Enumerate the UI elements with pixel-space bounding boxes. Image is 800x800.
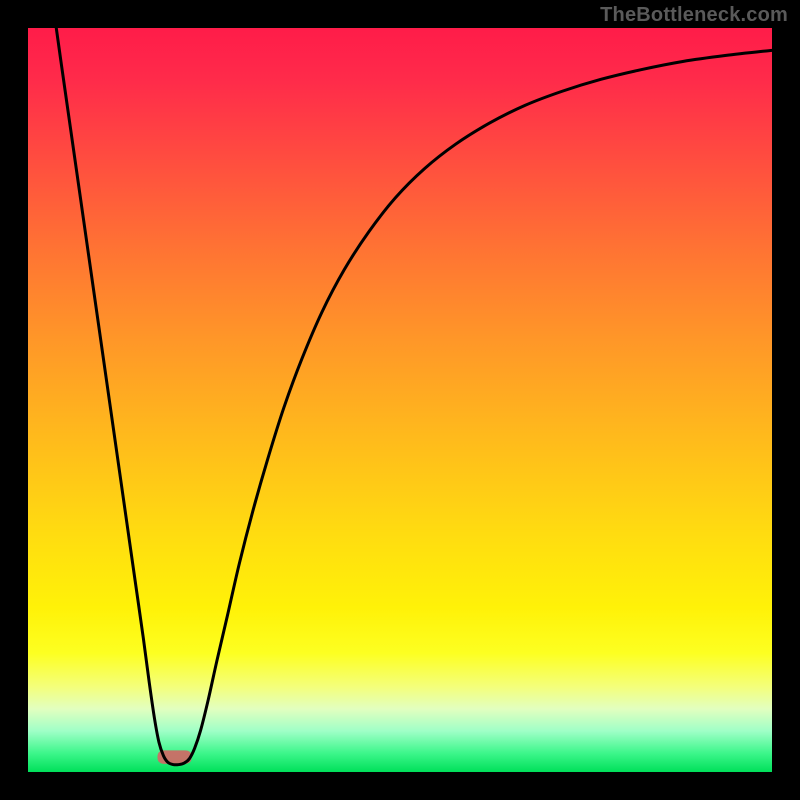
gradient-background [28,28,772,772]
frame-border-bottom [0,772,800,800]
plot-area [28,28,772,772]
frame-border-right [772,0,800,800]
plot-svg [28,28,772,772]
chart-frame: TheBottleneck.com [0,0,800,800]
frame-border-left [0,0,28,800]
frame-border-top [0,0,800,28]
